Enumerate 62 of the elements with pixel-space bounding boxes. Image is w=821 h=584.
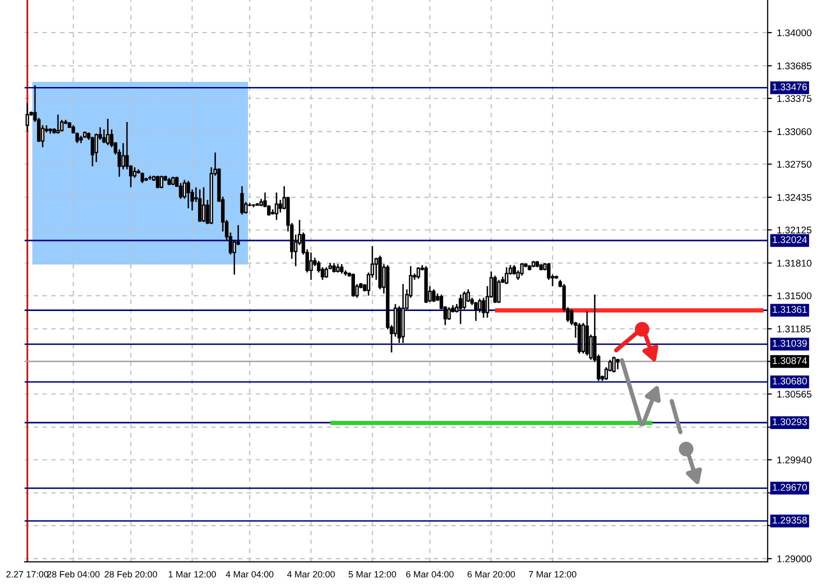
x-tick-label: 1 Mar 12:00	[168, 571, 216, 578]
candlestick	[90, 136, 94, 167]
ref-line-label: 1.31361	[772, 306, 807, 313]
ref-line-label: 1.30874	[772, 357, 807, 364]
candlestick	[240, 186, 244, 216]
candlestick	[274, 192, 278, 221]
candlestick	[140, 172, 144, 184]
y-tick-label: 1.31185	[777, 326, 811, 332]
candlestick	[56, 114, 60, 134]
y-tick-label: 1.33060	[777, 128, 812, 136]
x-tick-label: 6 Mar 20:00	[468, 571, 515, 578]
candlestick	[26, 102, 30, 132]
candlestick	[132, 166, 136, 178]
x-tick-label: 4 Mar 04:00	[226, 571, 274, 578]
candlestick	[160, 175, 164, 190]
candlestick	[447, 306, 451, 321]
candlestick	[504, 266, 508, 285]
y-tick-label: 1.31810	[777, 260, 812, 267]
ref-line-label: 1.30680	[772, 378, 807, 385]
y-tick-label: 1.32125	[777, 226, 812, 234]
y-tick-label: 1.34000	[777, 29, 812, 36]
candlestick	[612, 356, 616, 374]
x-tick-label: 28 Feb 20:00	[104, 570, 158, 578]
candlestick	[340, 263, 344, 274]
ref-line-label: 1.33476	[772, 83, 807, 90]
ref-line-label: 1.29670	[772, 484, 807, 491]
y-tick-label: 1.33375	[777, 95, 812, 102]
candlestick	[156, 175, 160, 190]
y-tick-label: 1.30565	[777, 390, 812, 398]
candlestick	[202, 186, 206, 223]
x-tick-label: 4 Mar 20:00	[287, 571, 335, 578]
candlestick	[121, 142, 125, 170]
y-tick-label: 1.32435	[777, 194, 812, 201]
candlestick	[332, 262, 336, 274]
y-tick-label: 1.33685	[777, 62, 812, 70]
y-tick-label: 1.29000	[777, 555, 812, 562]
y-tick-label: 1.29940	[777, 456, 812, 464]
ref-line-label: 1.30293	[772, 418, 807, 426]
candlestick	[520, 262, 524, 276]
candlestick	[278, 199, 282, 214]
candlestick	[416, 266, 420, 280]
x-tick-label: 6 Mar 04:00	[406, 571, 454, 578]
candlestick	[497, 279, 501, 304]
x-tick-label: 28 Feb 04:00	[47, 570, 100, 578]
candlestick	[198, 188, 202, 223]
ref-line-label: 1.32024	[772, 236, 807, 244]
candlestick	[474, 301, 478, 322]
candlestick	[482, 297, 486, 318]
x-tick-label: 2.27 17:00	[6, 571, 48, 578]
y-tick-label: 1.32750	[777, 160, 812, 168]
candlestick	[351, 272, 355, 298]
y-tick-label: 1.31500	[777, 292, 812, 300]
candlestick	[309, 252, 313, 281]
ref-line-label: 1.29358	[772, 516, 807, 524]
ref-line-label: 1.31039	[772, 340, 807, 347]
candlestick	[458, 294, 462, 325]
candlestick	[432, 288, 436, 303]
x-tick-label: 7 Mar 12:00	[528, 571, 576, 578]
candlestick	[186, 180, 190, 210]
x-tick-label: 5 Mar 12:00	[348, 571, 396, 578]
candlestick	[102, 128, 106, 144]
candlestick	[106, 118, 110, 146]
